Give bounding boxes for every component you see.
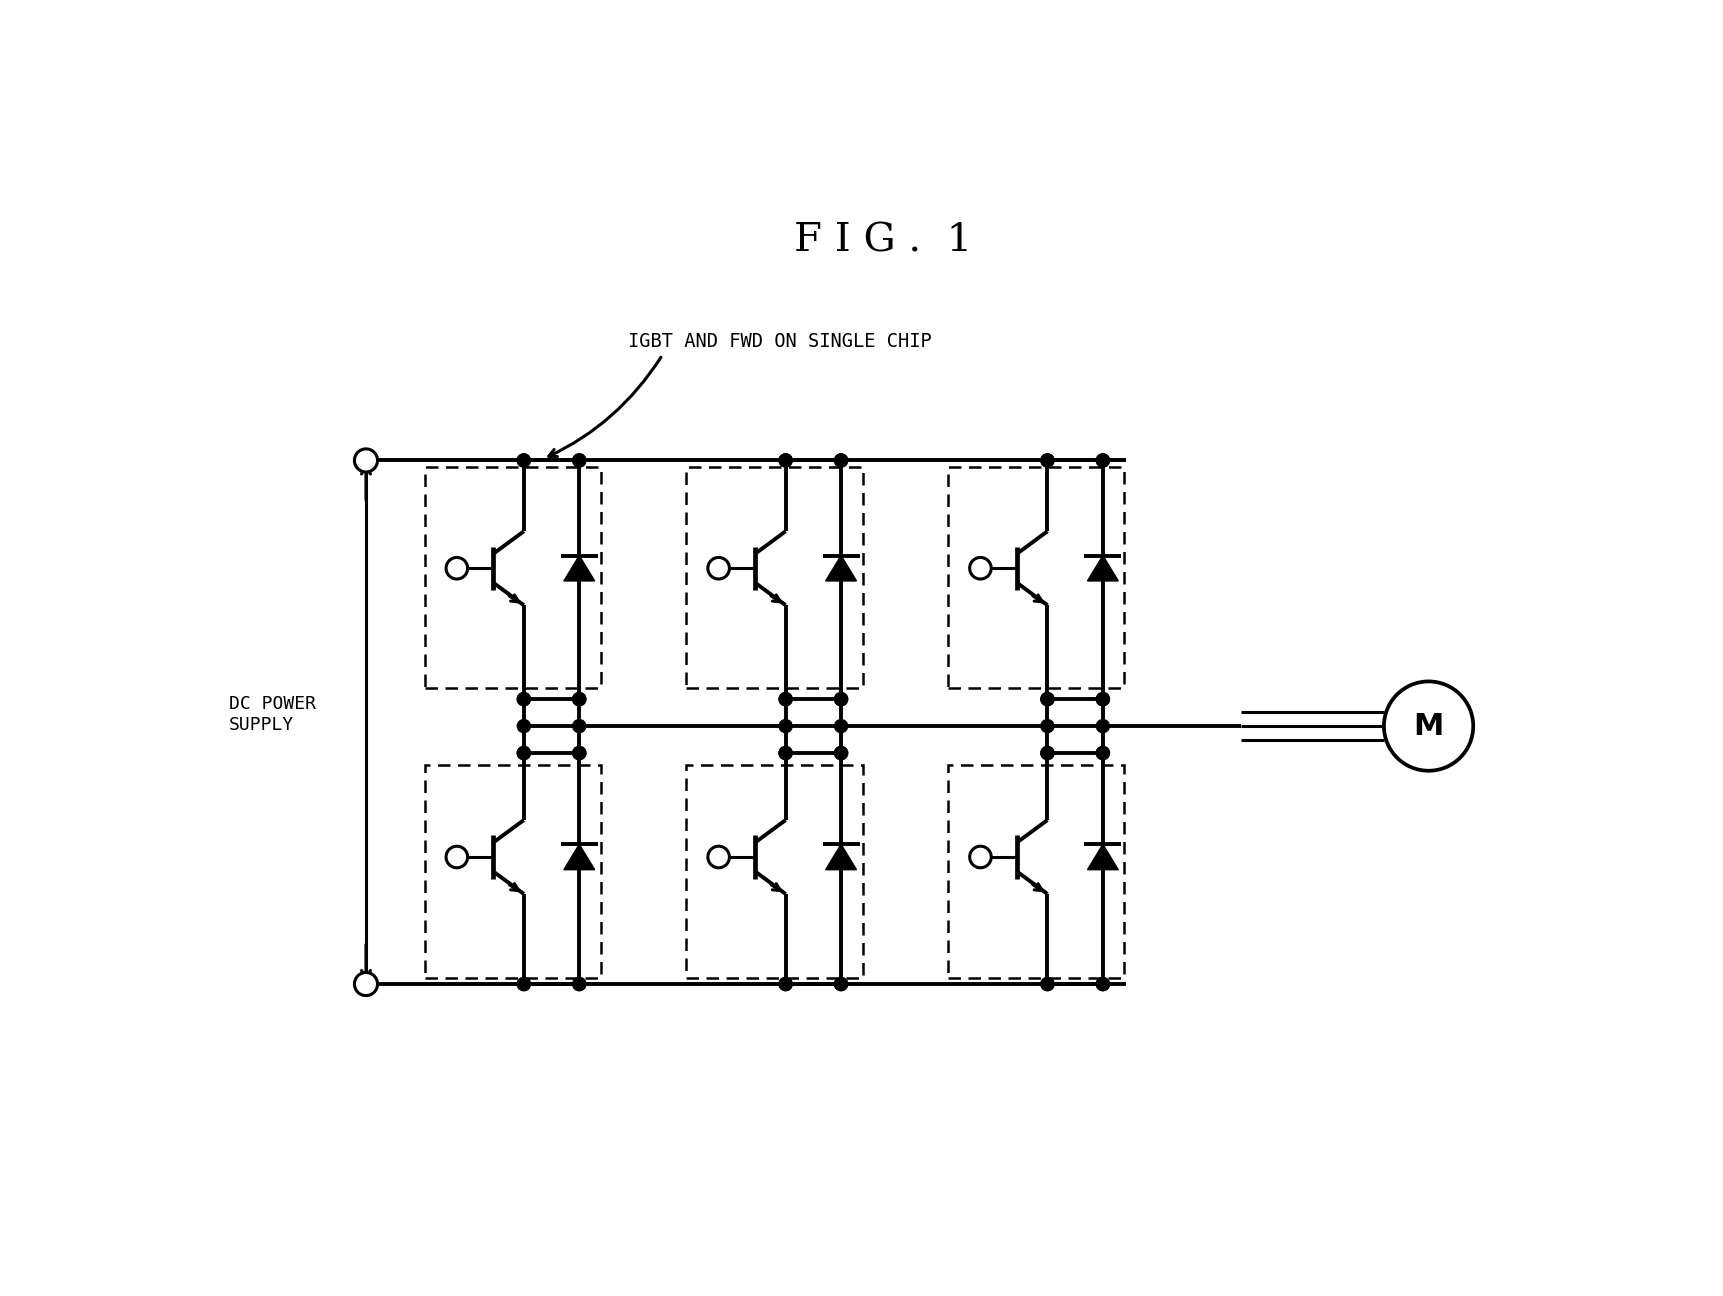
- Circle shape: [1041, 746, 1054, 759]
- Circle shape: [1096, 746, 1110, 759]
- Circle shape: [779, 977, 793, 990]
- Text: M: M: [1413, 712, 1444, 740]
- Circle shape: [834, 977, 848, 990]
- Circle shape: [779, 746, 793, 759]
- Circle shape: [970, 846, 991, 868]
- Circle shape: [572, 977, 586, 990]
- Circle shape: [1041, 454, 1054, 467]
- Circle shape: [1041, 746, 1054, 759]
- Circle shape: [517, 692, 531, 706]
- Circle shape: [1041, 692, 1054, 706]
- Circle shape: [1096, 746, 1110, 759]
- Circle shape: [572, 977, 586, 990]
- Circle shape: [834, 692, 848, 706]
- Circle shape: [517, 746, 531, 759]
- Polygon shape: [1087, 556, 1118, 581]
- Circle shape: [446, 846, 467, 868]
- Circle shape: [779, 746, 793, 759]
- Circle shape: [1041, 977, 1054, 990]
- Polygon shape: [1087, 844, 1118, 870]
- Text: F I G .  1: F I G . 1: [794, 223, 972, 259]
- Circle shape: [779, 977, 793, 990]
- Circle shape: [1041, 719, 1054, 732]
- Circle shape: [834, 746, 848, 759]
- Circle shape: [517, 454, 531, 467]
- Polygon shape: [825, 556, 856, 581]
- Circle shape: [1096, 719, 1110, 732]
- Bar: [686, 467, 863, 688]
- Circle shape: [572, 454, 586, 467]
- Circle shape: [1096, 454, 1110, 467]
- Circle shape: [1384, 682, 1473, 771]
- Circle shape: [446, 557, 467, 579]
- Circle shape: [970, 557, 991, 579]
- Circle shape: [779, 719, 793, 732]
- Bar: [948, 765, 1125, 978]
- Circle shape: [834, 454, 848, 467]
- Circle shape: [355, 972, 377, 995]
- Circle shape: [779, 454, 793, 467]
- Circle shape: [1096, 692, 1110, 706]
- Circle shape: [355, 448, 377, 472]
- Bar: [424, 467, 601, 688]
- Circle shape: [1041, 977, 1054, 990]
- Circle shape: [834, 692, 848, 706]
- Circle shape: [1096, 977, 1110, 990]
- Bar: [686, 765, 863, 978]
- Circle shape: [517, 977, 531, 990]
- Circle shape: [517, 719, 531, 732]
- Circle shape: [517, 692, 531, 706]
- Circle shape: [572, 454, 586, 467]
- Circle shape: [517, 977, 531, 990]
- Polygon shape: [563, 844, 594, 870]
- Circle shape: [779, 692, 793, 706]
- Circle shape: [1096, 692, 1110, 706]
- Circle shape: [708, 846, 729, 868]
- Polygon shape: [825, 844, 856, 870]
- Bar: [424, 765, 601, 978]
- Circle shape: [517, 746, 531, 759]
- Circle shape: [572, 719, 586, 732]
- Circle shape: [572, 746, 586, 759]
- Circle shape: [834, 746, 848, 759]
- Circle shape: [834, 454, 848, 467]
- Circle shape: [572, 692, 586, 706]
- Polygon shape: [563, 556, 594, 581]
- Circle shape: [834, 719, 848, 732]
- Circle shape: [779, 454, 793, 467]
- Circle shape: [1096, 977, 1110, 990]
- Text: DC POWER
SUPPLY: DC POWER SUPPLY: [229, 695, 315, 734]
- Circle shape: [572, 746, 586, 759]
- Bar: [948, 467, 1125, 688]
- Circle shape: [708, 557, 729, 579]
- Circle shape: [1041, 692, 1054, 706]
- Circle shape: [1041, 454, 1054, 467]
- Circle shape: [1096, 454, 1110, 467]
- Circle shape: [779, 692, 793, 706]
- Text: IGBT AND FWD ON SINGLE CHIP: IGBT AND FWD ON SINGLE CHIP: [627, 332, 932, 351]
- Circle shape: [572, 692, 586, 706]
- Circle shape: [517, 454, 531, 467]
- Circle shape: [834, 977, 848, 990]
